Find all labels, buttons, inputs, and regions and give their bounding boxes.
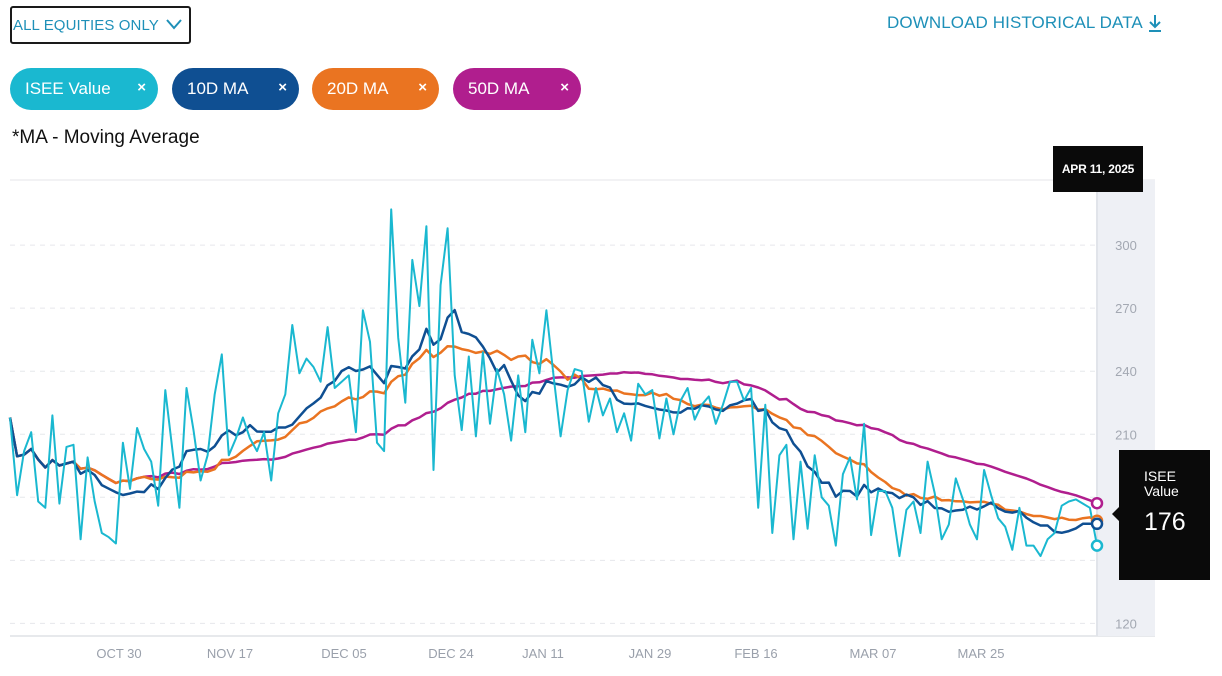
close-icon[interactable]: × xyxy=(137,79,146,96)
close-icon[interactable]: × xyxy=(418,79,427,96)
y-tick-label: 120 xyxy=(1115,616,1137,631)
tooltip-label: ISEE Value xyxy=(1144,468,1179,499)
x-tick-label: JAN 29 xyxy=(629,646,672,661)
chart-grid xyxy=(10,179,1155,637)
y-tick-label: 210 xyxy=(1115,427,1137,442)
chip-label: 10D MA xyxy=(187,79,249,98)
isee-value-line xyxy=(9,208,1098,558)
chevron-down-icon xyxy=(166,19,182,30)
end-markers xyxy=(1090,496,1104,552)
chip-50d-ma[interactable]: 50D MA × xyxy=(453,68,581,110)
download-label: DOWNLOAD HISTORICAL DATA xyxy=(887,13,1143,32)
y-tick-label: 270 xyxy=(1115,301,1137,316)
ma50-line-end-marker xyxy=(1090,496,1104,510)
ma50-line xyxy=(8,370,1098,505)
chip-isee-value[interactable]: ISEE Value × xyxy=(10,68,158,110)
tooltip-date: APR 11, 2025 xyxy=(1053,146,1143,192)
x-tick-label: FEB 16 xyxy=(734,646,777,661)
x-tick-label: DEC 24 xyxy=(428,646,474,661)
x-tick-label: DEC 05 xyxy=(321,646,367,661)
moving-average-note: *MA - Moving Average xyxy=(12,127,200,148)
close-icon[interactable]: × xyxy=(560,79,569,96)
y-tick-label: 300 xyxy=(1115,238,1137,253)
download-icon xyxy=(1148,15,1161,32)
x-tick-label: JAN 11 xyxy=(522,646,564,661)
chip-label: 50D MA xyxy=(468,79,530,98)
x-axis-ticks: OCT 30 NOV 17 DEC 05 DEC 24 JAN 11 JAN 29 FEB … xyxy=(96,646,1004,661)
ma20-line xyxy=(8,344,1098,522)
x-tick-label: MAR 07 xyxy=(850,646,897,661)
equities-filter-dropdown[interactable]: ALL EQUITIES ONLY xyxy=(10,6,191,44)
x-tick-label: NOV 17 xyxy=(207,646,253,661)
x-tick-label: MAR 25 xyxy=(958,646,1005,661)
equities-filter-label: ALL EQUITIES ONLY xyxy=(13,16,159,34)
x-tick-label: OCT 30 xyxy=(96,646,141,661)
tooltip-value: 176 xyxy=(1144,508,1186,536)
chip-20d-ma[interactable]: 20D MA × xyxy=(312,68,439,110)
y-tick-label: 240 xyxy=(1115,364,1137,379)
chip-10d-ma[interactable]: 10D MA × xyxy=(172,68,299,110)
download-historical-data-link[interactable]: DOWNLOAD HISTORICAL DATA xyxy=(887,13,1162,33)
isee-line-chart[interactable]: 120 210 240 270 300 OCT 30 NOV 17 DEC 05 DEC 24… xyxy=(0,140,1222,676)
ma10-line xyxy=(8,308,1097,535)
tooltip-value-box: ISEE Value 176 xyxy=(1112,450,1210,580)
chip-label: 20D MA xyxy=(327,79,389,98)
chip-label: ISEE Value xyxy=(25,79,111,98)
y-axis-ticks: 120 210 240 270 300 xyxy=(1115,238,1137,631)
series-lines xyxy=(8,208,1098,558)
ma10-line-end-marker xyxy=(1090,517,1104,531)
isee-value-line-end-marker xyxy=(1090,539,1104,552)
close-icon[interactable]: × xyxy=(278,79,287,96)
